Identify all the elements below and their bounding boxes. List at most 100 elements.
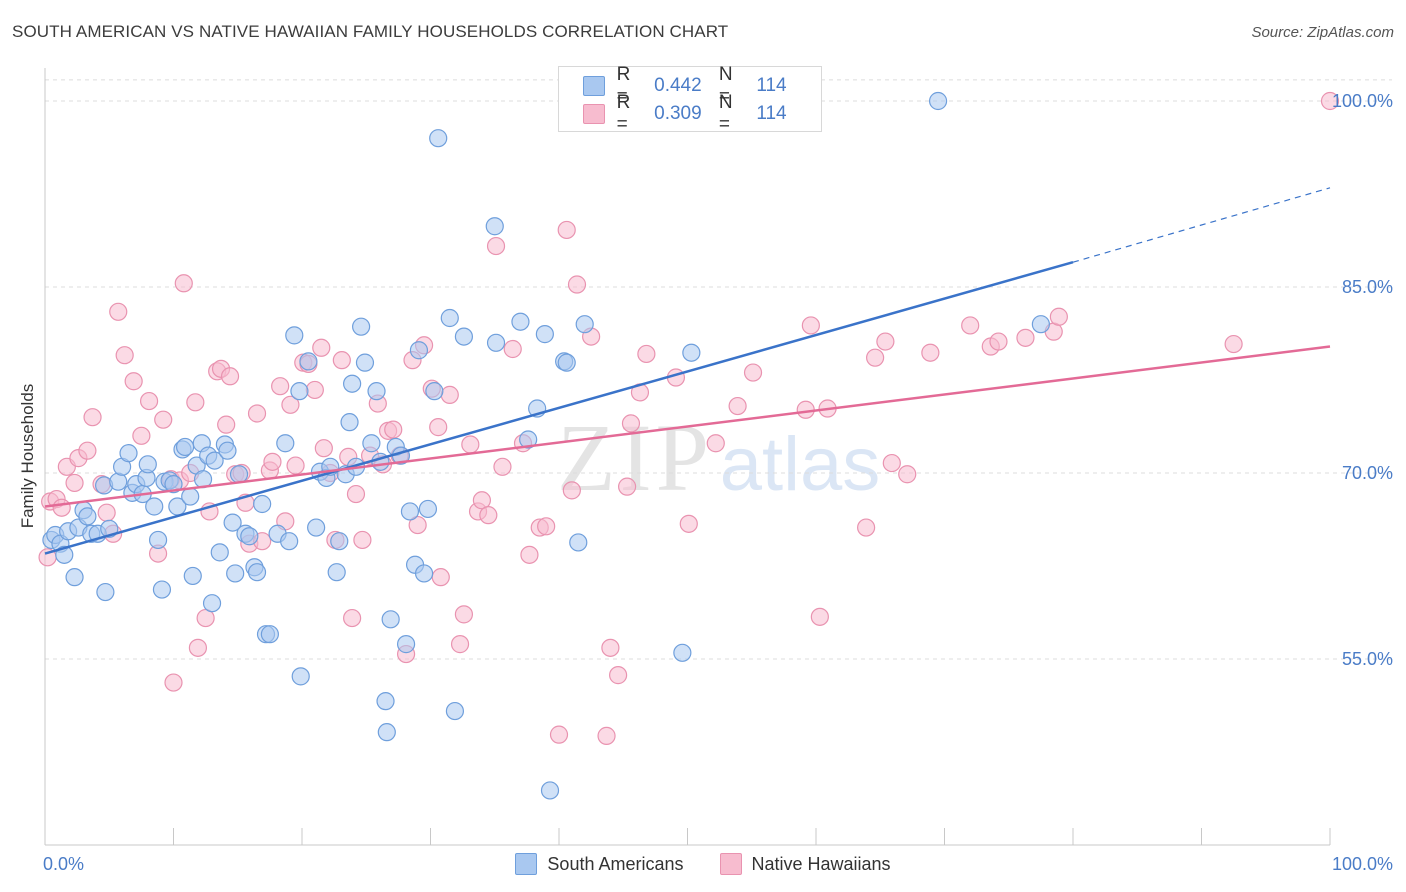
point-native-hawaiian — [353, 530, 372, 550]
legend-r-label: R = — [616, 64, 631, 107]
axes — [44, 68, 1331, 846]
point-native-hawaiian — [188, 638, 208, 657]
point-native-hawaiian — [801, 316, 820, 335]
point-south-american — [673, 643, 692, 662]
point-native-hawaiian — [332, 351, 351, 370]
point-native-hawaiian — [52, 498, 71, 517]
point-south-american — [247, 563, 267, 582]
point-native-hawaiian — [429, 418, 448, 437]
point-south-american — [226, 564, 245, 583]
point-south-american — [145, 497, 164, 516]
point-south-american — [519, 430, 538, 449]
tick-labels: 55.0% 70.0% 85.0% 100.0% 0.0% 100.0% — [43, 91, 1393, 874]
point-native-hawaiian — [679, 514, 698, 533]
y-tick-label: 100.0% — [1332, 91, 1393, 111]
point-south-american — [396, 635, 416, 654]
point-south-american — [218, 441, 237, 460]
legend-row-south-americans: R = 0.442 N = 114 — [583, 64, 821, 107]
legend-row-native-hawaiians: R = 0.309 N = 114 — [583, 92, 821, 135]
point-native-hawaiian — [115, 346, 134, 365]
point-native-hawaiian — [1320, 91, 1340, 111]
point-south-american — [78, 507, 97, 526]
point-south-american — [928, 91, 948, 111]
legend-r-value: 0.442 — [654, 75, 702, 96]
y-tick-label: 70.0% — [1342, 463, 1393, 483]
point-south-american — [164, 475, 183, 494]
point-south-american — [327, 563, 346, 582]
point-south-american — [400, 502, 420, 521]
point-native-hawaiian — [898, 465, 917, 484]
point-native-hawaiian — [217, 415, 236, 434]
point-native-hawaiian — [97, 503, 116, 522]
point-native-hawaiian — [479, 506, 498, 525]
legend-r-value: 0.309 — [654, 103, 702, 124]
point-south-american — [381, 610, 400, 629]
x-tick-label: 100.0% — [1332, 854, 1393, 874]
point-south-american — [575, 315, 594, 334]
source-label: Source: ZipAtlas.com — [1251, 24, 1394, 41]
point-south-american — [418, 499, 438, 519]
point-native-hawaiian — [882, 453, 901, 473]
point-native-hawaiian — [549, 725, 569, 744]
point-native-hawaiian — [271, 377, 290, 396]
point-south-american — [540, 781, 560, 800]
point-native-hawaiian — [286, 456, 305, 475]
trend-line-south-americans — [44, 260, 1074, 555]
chart-title: SOUTH AMERICAN VS NATIVE HAWAIIAN FAMILY… — [12, 22, 729, 41]
point-south-american — [65, 568, 84, 587]
point-south-american — [210, 543, 229, 562]
point-south-american — [291, 667, 310, 686]
point-south-american — [205, 451, 224, 470]
point-south-american — [307, 518, 326, 537]
point-native-hawaiian — [132, 426, 151, 445]
point-native-hawaiian — [247, 404, 267, 423]
point-south-american — [376, 692, 395, 711]
point-south-american — [285, 326, 304, 345]
point-south-american — [240, 527, 259, 546]
point-south-american — [152, 580, 172, 599]
point-native-hawaiian — [305, 380, 324, 400]
point-native-hawaiian — [503, 339, 522, 359]
y-tick-label: 55.0% — [1342, 649, 1393, 669]
point-native-hawaiian — [810, 607, 829, 626]
point-native-hawaiian — [343, 608, 362, 628]
point-south-american — [454, 327, 474, 346]
point-south-american — [280, 532, 299, 551]
point-south-american — [343, 374, 362, 393]
point-native-hawaiian — [78, 441, 97, 460]
point-south-american — [109, 472, 128, 491]
legend-n-value: 114 — [756, 103, 787, 124]
trend-line-south-americans-extension — [1072, 187, 1331, 263]
point-native-hawaiian — [186, 393, 205, 412]
point-south-american — [486, 333, 506, 352]
point-south-american — [425, 382, 444, 401]
point-native-hawaiian — [83, 408, 102, 427]
legend-item-south-americans[interactable]: South Americans — [515, 853, 684, 875]
legend-item-native-hawaiians[interactable]: Native Hawaiians — [719, 853, 891, 875]
point-native-hawaiian — [154, 410, 173, 429]
point-south-american — [1031, 315, 1050, 334]
correlation-legend: R = 0.442 N = 114 R = 0.309 N = 114 — [558, 64, 822, 135]
trend-line-native-hawaiians — [44, 345, 1331, 508]
point-south-american — [253, 494, 272, 514]
point-south-american — [485, 217, 504, 236]
point-native-hawaiian — [450, 635, 470, 654]
point-native-hawaiian — [263, 452, 282, 471]
point-native-hawaiian — [876, 332, 895, 351]
legend-label: South Americans — [547, 853, 684, 874]
point-native-hawaiian — [866, 348, 885, 367]
point-south-american — [377, 723, 396, 742]
point-native-hawaiian — [312, 338, 331, 357]
point-south-american — [362, 434, 381, 453]
point-native-hawaiian — [520, 545, 539, 564]
point-south-american — [511, 312, 530, 331]
point-south-american — [148, 530, 168, 550]
point-south-american — [276, 434, 295, 453]
point-native-hawaiian — [174, 274, 193, 293]
point-native-hawaiian — [609, 666, 628, 685]
point-native-hawaiian — [618, 477, 637, 496]
point-south-american — [96, 582, 115, 602]
point-south-american — [183, 566, 202, 586]
point-native-hawaiian — [281, 395, 300, 414]
